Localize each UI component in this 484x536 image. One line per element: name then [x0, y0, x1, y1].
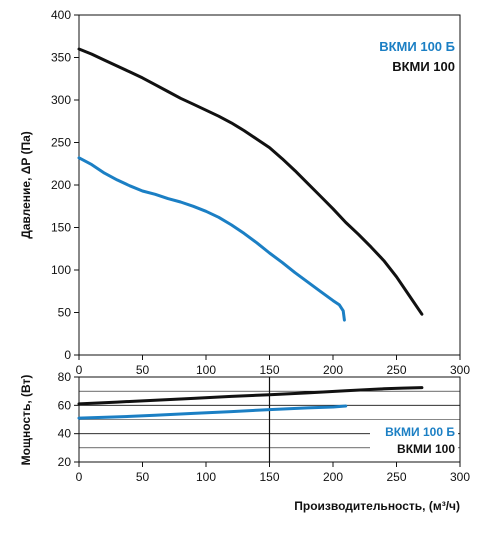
pressure-y-tick-label: 100	[51, 263, 71, 277]
power-series-line-blue	[77, 404, 348, 420]
pressure-legend-black: ВКМИ 100	[392, 59, 455, 74]
power-y-axis-title: Мощность, (Вт)	[19, 375, 33, 466]
power-curves	[77, 386, 424, 420]
pressure-y-tick-label: 300	[51, 93, 71, 107]
power-x-tick-label: 0	[76, 470, 83, 484]
power-y-tick-label: 80	[58, 370, 72, 384]
pressure-chart: 0 50 100 150 200 250 300 350 400 0 50 100 150 200 250…	[19, 8, 470, 377]
power-series-line-black	[77, 386, 424, 406]
pressure-x-tick-label: 300	[450, 363, 470, 377]
pressure-x-tick-label: 0	[76, 363, 83, 377]
pressure-x-tick-label: 50	[136, 363, 150, 377]
power-x-tick-label: 100	[196, 470, 216, 484]
pressure-y-ticks: 0 50 100 150 200 250 300 350 400	[51, 8, 79, 362]
power-legend-blue: ВКМИ 100 Б	[385, 425, 455, 439]
power-y-ticks: 20 40 60 80	[58, 370, 79, 469]
power-y-tick-label: 20	[58, 455, 72, 469]
pressure-x-tick-label: 200	[323, 363, 343, 377]
pressure-x-tick-label: 250	[386, 363, 406, 377]
power-x-axis-title: Производительность, (м³/ч)	[294, 499, 460, 513]
pressure-x-ticks: 0 50 100 150 200 250 300	[76, 355, 470, 377]
pressure-y-tick-label: 50	[58, 306, 72, 320]
pressure-series-line-black	[77, 47, 424, 316]
power-x-tick-label: 200	[323, 470, 343, 484]
power-x-ticks: 0 50 100 150 200 250 300	[76, 462, 470, 484]
power-legend-background	[370, 422, 458, 458]
pressure-x-tick-label: 150	[259, 363, 279, 377]
pressure-series-line-blue	[77, 156, 346, 322]
pressure-y-tick-label: 250	[51, 136, 71, 150]
pressure-legend-blue: ВКМИ 100 Б	[379, 39, 455, 54]
power-legend-black: ВКМИ 100	[397, 442, 455, 456]
pressure-y-tick-label: 200	[51, 178, 71, 192]
pressure-y-axis-title: Давление, ΔP (Па)	[19, 131, 33, 239]
pressure-y-tick-label: 0	[64, 348, 71, 362]
pressure-y-tick-label: 350	[51, 51, 71, 65]
power-x-tick-label: 150	[259, 470, 279, 484]
power-x-tick-label: 50	[136, 470, 150, 484]
power-x-tick-label: 300	[450, 470, 470, 484]
pressure-x-tick-label: 100	[196, 363, 216, 377]
power-x-tick-label: 250	[386, 470, 406, 484]
pressure-curves	[77, 47, 424, 322]
power-chart: 20 40 60 80 0 50 100 150 200 250 300 Мощность, (В…	[19, 370, 470, 513]
pressure-y-tick-label: 400	[51, 8, 71, 22]
power-y-tick-label: 40	[58, 427, 72, 441]
pressure-y-tick-label: 150	[51, 221, 71, 235]
power-y-tick-label: 60	[58, 398, 72, 412]
